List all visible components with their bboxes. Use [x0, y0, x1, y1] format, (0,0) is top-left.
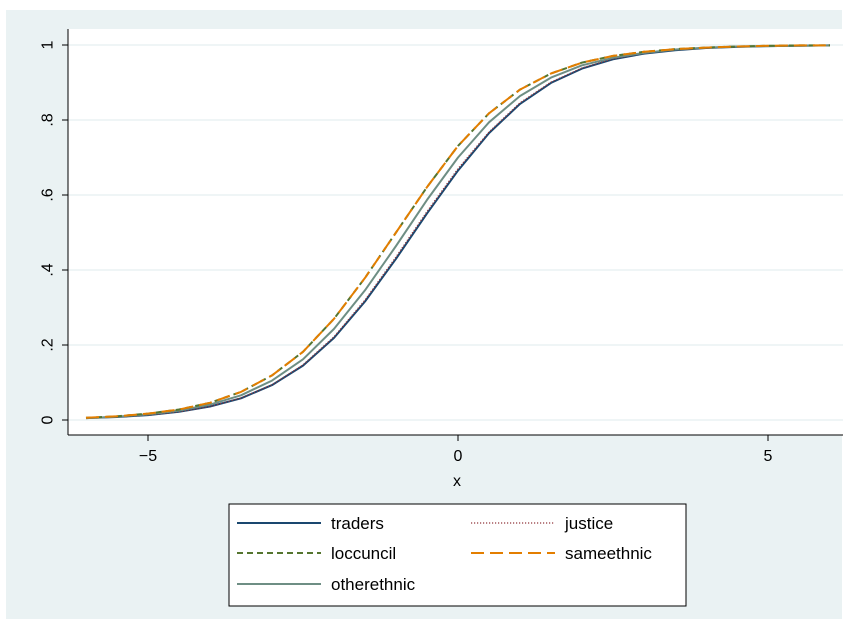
- y-tick-label-5: 1: [40, 40, 57, 49]
- legend: traders justice loccuncil sameethnic otheret…: [237, 514, 652, 594]
- legend-box: [228, 503, 687, 607]
- y-tick-label-1: .2: [40, 338, 57, 351]
- x-tick-label-2: 5: [764, 448, 773, 465]
- plot-area: [68, 29, 843, 435]
- series-line-sameethnic: [85, 44, 830, 419]
- y-tick-label-2: .4: [40, 263, 57, 276]
- legend-label-justice: justice: [564, 514, 613, 533]
- y-tick-label-3: .6: [40, 188, 57, 201]
- axes: [67, 29, 843, 436]
- legend-label-otherethnic: otherethnic: [331, 575, 416, 594]
- series-lines: [85, 44, 831, 420]
- x-tick-label-0: −5: [139, 448, 157, 465]
- x-axis-title: x: [453, 473, 461, 490]
- grid-lines: [68, 44, 843, 421]
- ticks: −5 0 5 0 .2 .4 .6 .8 1: [40, 40, 773, 465]
- legend-label-sameethnic: sameethnic: [565, 544, 652, 563]
- y-tick-label-4: .8: [40, 113, 57, 126]
- y-tick-label-0: 0: [40, 415, 57, 424]
- x-tick-label-1: 0: [454, 448, 463, 465]
- legend-label-traders: traders: [331, 514, 384, 533]
- legend-label-loccuncil: loccuncil: [331, 544, 396, 563]
